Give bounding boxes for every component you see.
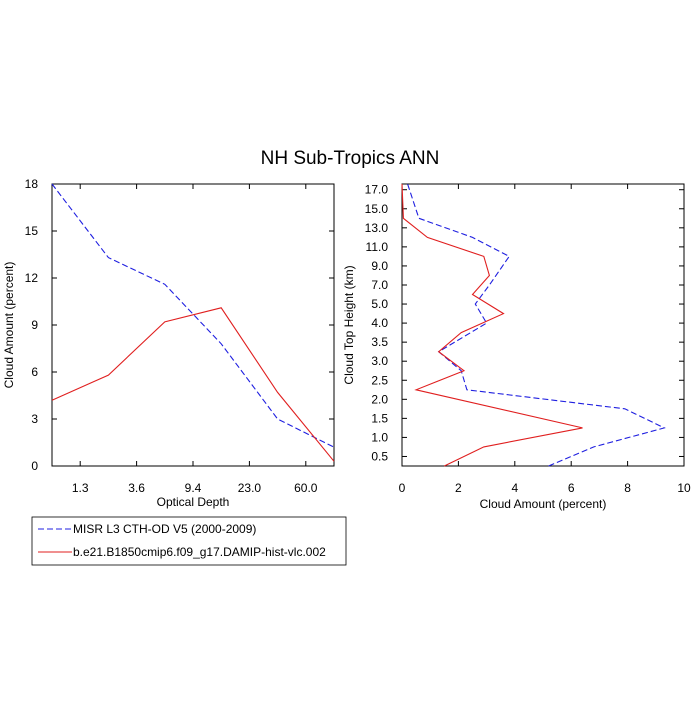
left-y-axis-label: Cloud Amount (percent) <box>2 262 16 389</box>
right-y-axis-label: Cloud Top Height (km) <box>342 265 356 384</box>
left-series-lines <box>51 183 335 462</box>
y-tick-label: 18 <box>25 177 39 191</box>
right-x-axis-label: Cloud Amount (percent) <box>480 497 607 511</box>
left-x-ticks: 1.3 3.6 9.4 23.0 60.0 <box>72 184 318 495</box>
x-tick-label: 10 <box>677 481 691 495</box>
y-tick-label: 6 <box>31 365 38 379</box>
y-tick-label: 2.5 <box>371 373 388 387</box>
x-tick-label: 9.4 <box>185 481 202 495</box>
x-tick-label: 60.0 <box>294 481 318 495</box>
x-tick-label: 2 <box>455 481 462 495</box>
model-series-line <box>401 183 583 467</box>
x-tick-label: 1.3 <box>72 481 89 495</box>
y-tick-label: 9 <box>31 318 38 332</box>
y-tick-label: 15 <box>25 224 39 238</box>
x-tick-label: 6 <box>568 481 575 495</box>
x-tick-label: 0 <box>399 481 406 495</box>
y-tick-label: 0 <box>31 459 38 473</box>
obs-series-line <box>51 183 335 448</box>
right-y-ticks: 0.5 1.0 1.5 2.0 2.5 3.0 3.5 4.0 5.0 7.0 9.0 11.0 13.… <box>365 183 684 463</box>
x-tick-label: 4 <box>511 481 518 495</box>
left-x-axis-label: Optical Depth <box>157 495 230 509</box>
y-tick-label: 3 <box>31 412 38 426</box>
y-tick-label: 4.0 <box>371 316 388 330</box>
left-plot-frame <box>51 183 335 467</box>
y-tick-label: 9.0 <box>371 259 388 273</box>
y-tick-label: 17.0 <box>365 183 389 197</box>
y-tick-label: 15.0 <box>365 202 389 216</box>
y-tick-label: 11.0 <box>366 240 389 254</box>
y-tick-label: 5.0 <box>371 297 388 311</box>
y-tick-label: 13.0 <box>365 221 389 235</box>
figure-title: NH Sub-Tropics ANN <box>261 148 440 169</box>
obs-series-line <box>407 183 666 467</box>
legend-obs-label: MISR L3 CTH-OD V5 (2000-2009) <box>73 522 256 536</box>
y-tick-label: 2.0 <box>371 392 388 406</box>
model-series-line <box>51 307 335 462</box>
y-tick-label: 1.5 <box>371 411 388 425</box>
right-chart: 0 2 4 6 8 10 0.5 1.0 1.5 2.0 2.5 3.0 3.5 4.0 5.0 7.0 9.… <box>342 183 691 511</box>
right-series-lines <box>401 183 666 467</box>
x-tick-label: 3.6 <box>128 481 145 495</box>
right-x-ticks: 0 2 4 6 8 10 <box>399 184 691 495</box>
right-plot-frame <box>401 183 685 467</box>
x-tick-label: 8 <box>624 481 631 495</box>
legend-model-label: b.e21.B1850cmip6.f09_g17.DAMIP-hist-vlc.… <box>73 545 326 559</box>
left-chart: 1.3 3.6 9.4 23.0 60.0 0 3 6 9 12 15 18 Optical Dep… <box>2 177 335 509</box>
y-tick-label: 3.5 <box>371 335 388 349</box>
left-y-ticks: 0 3 6 9 12 15 18 <box>25 177 334 473</box>
y-tick-label: 7.0 <box>371 278 388 292</box>
x-tick-label: 23.0 <box>238 481 262 495</box>
legend: MISR L3 CTH-OD V5 (2000-2009) b.e21.B185… <box>31 516 347 566</box>
y-tick-label: 12 <box>25 271 39 285</box>
legend-box <box>31 516 347 566</box>
y-tick-label: 1.0 <box>371 430 388 444</box>
y-tick-label: 3.0 <box>371 354 388 368</box>
y-tick-label: 0.5 <box>371 449 388 463</box>
